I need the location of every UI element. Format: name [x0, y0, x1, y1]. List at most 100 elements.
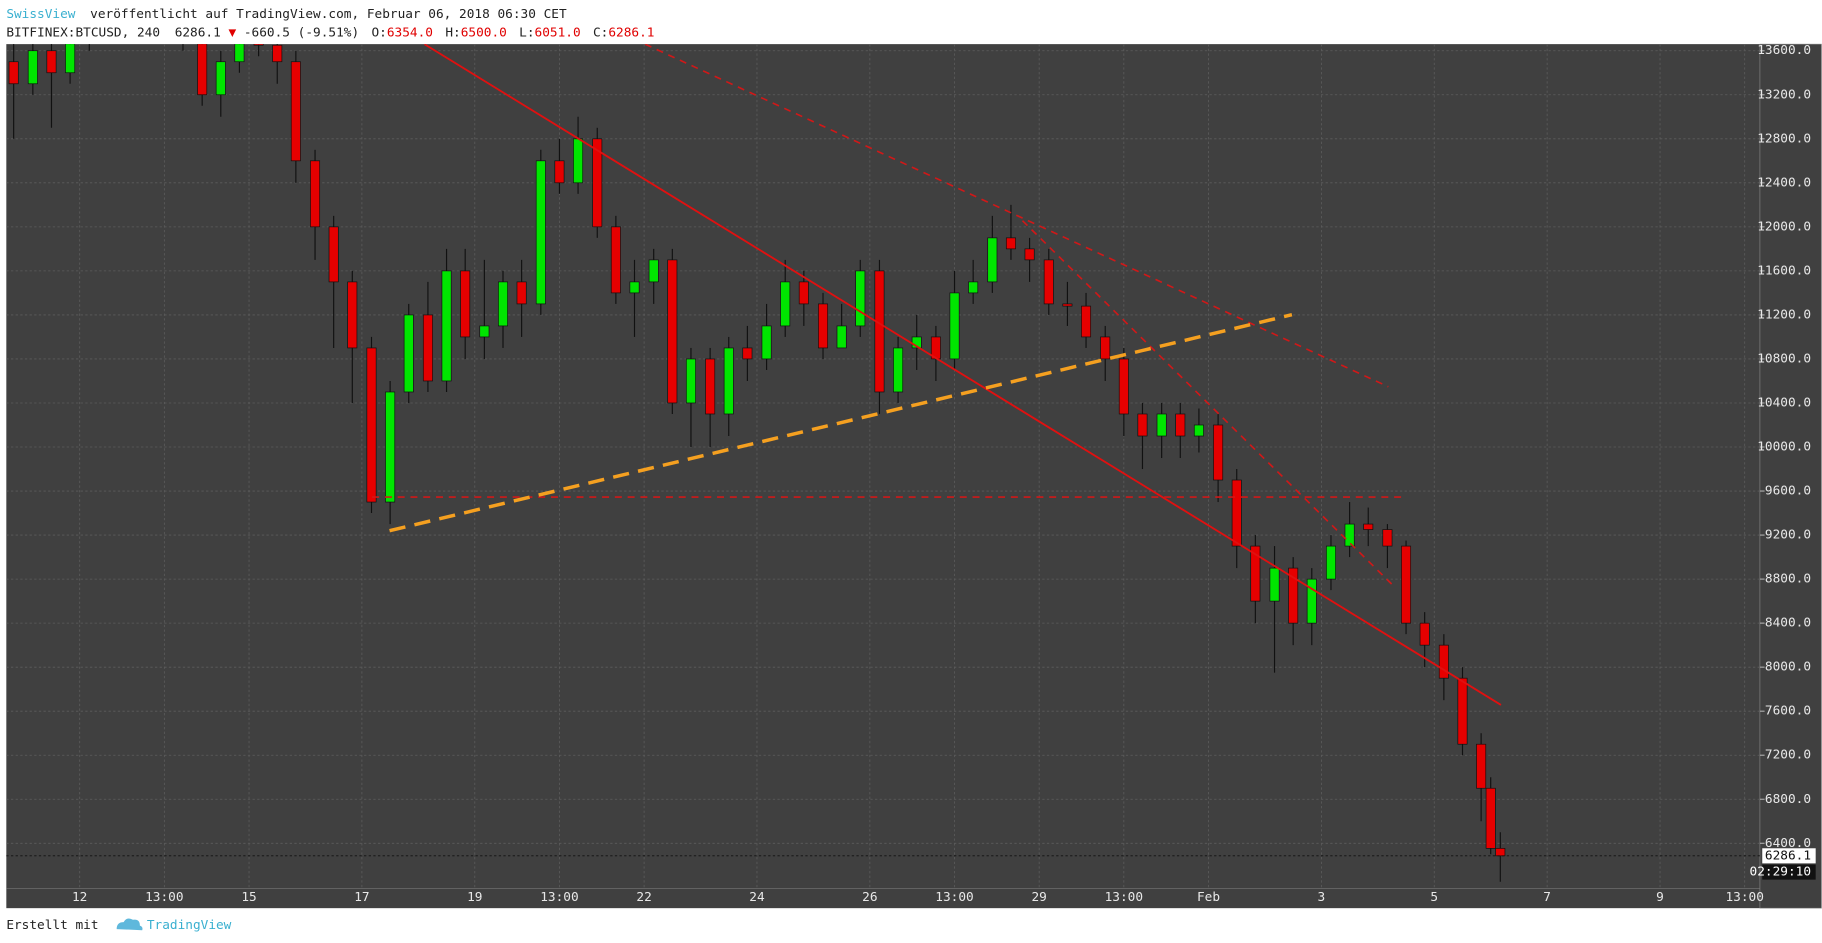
candle-body: [1363, 523, 1374, 530]
change: -660.5 (-9.51%): [244, 25, 359, 40]
symbol-line: BITFINEX:BTCUSD, 240 6286.1 ▼ -660.5 (-9…: [6, 25, 654, 40]
candle-body: [215, 61, 226, 96]
candle-body: [460, 270, 471, 338]
candle-body: [310, 160, 321, 228]
candle-body: [874, 270, 885, 393]
candle-body: [1382, 529, 1393, 547]
candle-body: [422, 314, 433, 382]
candle-body: [347, 281, 358, 349]
y-tick-label: 10000.0: [1757, 440, 1811, 455]
l-value: 6051.0: [535, 25, 581, 40]
drawings: [372, 44, 1502, 706]
candle-body: [1438, 644, 1449, 679]
x-tick-label: 22: [636, 890, 651, 905]
candle-body: [385, 391, 396, 503]
candle-body: [1081, 305, 1092, 338]
c-label: C:: [593, 25, 608, 40]
candle-body: [629, 281, 640, 294]
candle-body: [742, 347, 753, 360]
x-tick-label: 13:00: [1105, 890, 1143, 905]
candle-body: [1250, 545, 1261, 602]
candle-body: [798, 281, 809, 305]
channel-line: [389, 313, 1293, 533]
candle-body: [723, 347, 734, 415]
candles: [8, 44, 1506, 882]
x-tick-label: 9: [1656, 890, 1664, 905]
y-tick-label: 8400.0: [1765, 616, 1811, 631]
trend-line-dashed: [1021, 220, 1395, 588]
candle-body: [855, 270, 866, 327]
candle-body: [893, 347, 904, 393]
o-label: O:: [372, 25, 387, 40]
price-axis: [1759, 43, 1822, 909]
candle-body: [46, 50, 57, 74]
y-tick-label: 11200.0: [1757, 307, 1811, 322]
x-tick-label: 13:00: [1725, 890, 1763, 905]
y-tick-label: 10400.0: [1757, 395, 1811, 410]
y-tick-label: 7600.0: [1765, 704, 1811, 719]
y-tick-label: 11600.0: [1757, 263, 1811, 278]
candle-body: [1476, 743, 1487, 789]
y-tick-label: 12800.0: [1757, 131, 1811, 146]
grid: 6400.0 6800.0 7200.0 7600.0 8000.0 8400.0 8800…: [6, 43, 1811, 905]
candle-body: [290, 61, 301, 162]
l-label: L:: [519, 25, 534, 40]
candle-body: [1231, 479, 1242, 547]
candle-body: [836, 325, 847, 349]
candle-body: [27, 50, 38, 85]
author[interactable]: SwissView: [6, 6, 75, 21]
y-tick-label: 13200.0: [1757, 87, 1811, 102]
candle-body: [554, 160, 565, 184]
y-tick-label: 6400.0: [1765, 836, 1811, 851]
o-value: 6354.0: [387, 25, 433, 40]
x-tick-label: 13:00: [540, 890, 578, 905]
candle-body: [535, 160, 546, 305]
candle-body: [1269, 567, 1280, 602]
trend-line: [423, 44, 1502, 706]
candle-body: [1419, 622, 1430, 646]
candle-body: [1306, 578, 1317, 624]
candle-body: [403, 314, 414, 393]
candle-body: [498, 281, 508, 327]
candle-body: [197, 44, 208, 96]
candle-body: [1485, 787, 1496, 849]
y-tick-label: 8800.0: [1765, 572, 1811, 587]
candle-body: [1100, 336, 1111, 360]
candle-body: [592, 138, 603, 228]
candle-body: [610, 226, 621, 294]
x-tick-label: Feb: [1197, 890, 1220, 905]
h-value: 6500.0: [461, 25, 507, 40]
candle-body: [1024, 248, 1035, 261]
candle-body: [1213, 424, 1224, 481]
y-tick-label: 6800.0: [1765, 792, 1811, 807]
candle-body: [705, 358, 716, 415]
price-tag-box: [1762, 848, 1816, 864]
published: veröffentlicht auf TradingView.com, Febr…: [90, 6, 567, 21]
y-tick-label: 9600.0: [1765, 484, 1811, 499]
candle-body: [1156, 413, 1167, 437]
x-tick-label: 13:00: [145, 890, 183, 905]
candle-body: [1325, 545, 1336, 580]
y-tick-label: 9200.0: [1765, 528, 1811, 543]
candle-body: [328, 226, 339, 283]
candle-body: [1457, 677, 1468, 745]
x-tick-label: 3: [1318, 890, 1326, 905]
candle-body: [1043, 259, 1054, 305]
candle-body: [234, 44, 245, 63]
candle-body: [1005, 237, 1016, 250]
candle-body: [1193, 424, 1204, 437]
candle-body: [648, 259, 659, 283]
symbol: BITFINEX:BTCUSD, 240: [6, 25, 160, 40]
countdown: 02:29:10: [1750, 865, 1812, 880]
candle-body: [761, 325, 772, 360]
candle-body: [366, 347, 377, 503]
x-tick-label: 15: [241, 890, 256, 905]
x-tick-label: 26: [862, 890, 877, 905]
x-tick-label: 19: [467, 890, 482, 905]
y-tick-label: 10800.0: [1757, 351, 1811, 366]
brand-icon: [116, 918, 143, 931]
h-label: H:: [445, 25, 460, 40]
candle-body: [949, 292, 960, 360]
candle-body: [65, 44, 76, 74]
footer-brand[interactable]: TradingView: [147, 918, 232, 933]
